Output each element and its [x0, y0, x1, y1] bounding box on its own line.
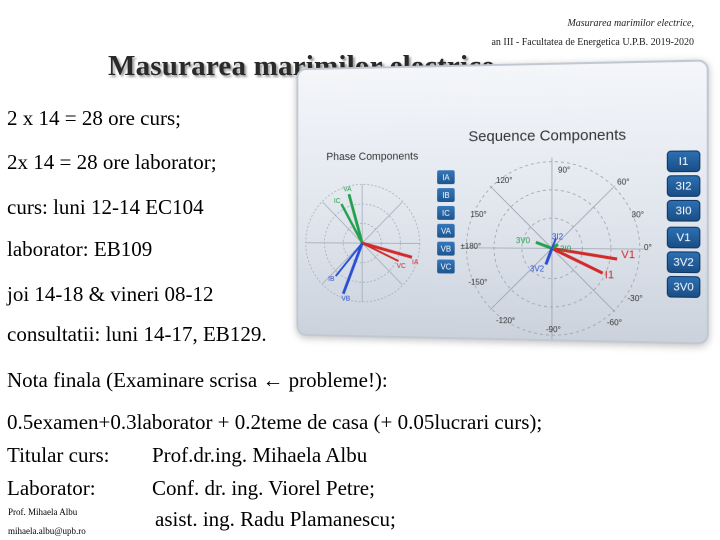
- lab-hours-text: 2x 14 = 28 ore laborator;: [7, 150, 217, 175]
- course-holder-row: Titular curs: Prof.dr.ing. Mihaela Albu: [7, 443, 367, 468]
- lab-schedule-text: joi 14-18 & vineri 08-12: [7, 282, 213, 307]
- sequence-button-3i0: 3I0: [667, 200, 701, 222]
- vector-label-3i2: 3I2: [552, 232, 563, 241]
- angle-label-minus120: -120°: [496, 316, 515, 325]
- assistant-name: asist. ing. Radu Plamanescu;: [155, 507, 396, 532]
- lab-room-text: laborator: EB109: [7, 237, 152, 262]
- angle-label-180: ±180°: [461, 242, 482, 251]
- phase-vector-ib: [336, 243, 362, 276]
- header-course-info: Masurarea marimilor electrice,: [567, 18, 694, 29]
- vector-label-3v0: 3V0: [516, 236, 530, 245]
- laboratory-name: Conf. dr. ing. Viorel Petre;: [152, 476, 375, 500]
- vector-label-v1: V1: [621, 249, 635, 261]
- phase-button-ia: IA: [437, 170, 455, 184]
- course-holder-name: Prof.dr.ing. Mihaela Albu: [152, 443, 367, 467]
- vector-3v2: [546, 248, 552, 264]
- angle-label-minus150: -150°: [468, 278, 487, 287]
- vector-label-ib: IB: [328, 276, 334, 283]
- phase-button-vc: VC: [437, 259, 455, 273]
- angle-label-minus30: -30°: [627, 294, 642, 303]
- phase-vector-vb: [343, 243, 362, 294]
- vector-label-vc: VC: [397, 263, 406, 270]
- sequence-button-3v2: 3V2: [667, 251, 701, 273]
- vector-label-ic: IC: [334, 198, 341, 205]
- phase-button-ib: IB: [437, 188, 455, 202]
- sequence-button-v1: V1: [667, 227, 701, 249]
- angle-label-0: 0°: [644, 243, 652, 252]
- angle-label-120: 120°: [496, 176, 512, 185]
- vector-label-3v2: 3V2: [530, 264, 544, 273]
- consultations-text: consultatii: luni 14-17, EB129.: [7, 322, 267, 347]
- course-hours-text: 2 x 14 = 28 ore curs;: [7, 106, 181, 131]
- laboratory-label: Laborator:: [7, 476, 152, 501]
- phase-button-ic: IC: [437, 206, 455, 220]
- angle-label-minus60: -60°: [607, 318, 622, 327]
- final-grade-text: Nota finala (Examinare scrisa ← probleme…: [7, 368, 388, 393]
- sequence-components-image: Phase Components Sequence Components IA …: [296, 59, 708, 344]
- angle-label-30: 30°: [632, 210, 645, 219]
- header-faculty-info: an III - Facultatea de Energetica U.P.B.…: [491, 37, 694, 48]
- angle-label-150: 150°: [470, 210, 486, 219]
- phasor-diagram: [298, 62, 706, 343]
- sequence-button-3i2: 3I2: [667, 175, 701, 197]
- sequence-button-3v0: 3V0: [667, 276, 701, 298]
- footer-author: Prof. Mihaela Albu: [8, 507, 77, 517]
- phase-button-vb: VB: [437, 242, 455, 256]
- sequence-button-i1: I1: [667, 150, 701, 172]
- grade-formula-text: 0.5examen+0.3laborator + 0.2teme de casa…: [7, 410, 542, 435]
- course-holder-label: Titular curs:: [7, 443, 152, 468]
- angle-label-90: 90°: [558, 166, 570, 175]
- vector-label-ia: IA: [412, 259, 418, 266]
- sequence-components-title: Sequence Components: [468, 126, 626, 145]
- phase-components-title: Phase Components: [326, 151, 418, 163]
- course-schedule-text: curs: luni 12-14 EC104: [7, 195, 204, 220]
- laboratory-row: Laborator: Conf. dr. ing. Viorel Petre;: [7, 476, 375, 501]
- vector-3v0: [536, 242, 552, 248]
- vector-label-vb: VB: [341, 296, 350, 303]
- footer-email[interactable]: mihaela.albu@upb.ro: [8, 526, 86, 536]
- vector-label-3i0: 3I0: [560, 244, 571, 253]
- vector-label-va: VA: [343, 186, 351, 193]
- vector-label-i1: I1: [605, 269, 614, 281]
- angle-label-minus90: -90°: [546, 325, 561, 334]
- angle-label-60: 60°: [617, 177, 629, 186]
- phase-button-va: VA: [437, 224, 455, 238]
